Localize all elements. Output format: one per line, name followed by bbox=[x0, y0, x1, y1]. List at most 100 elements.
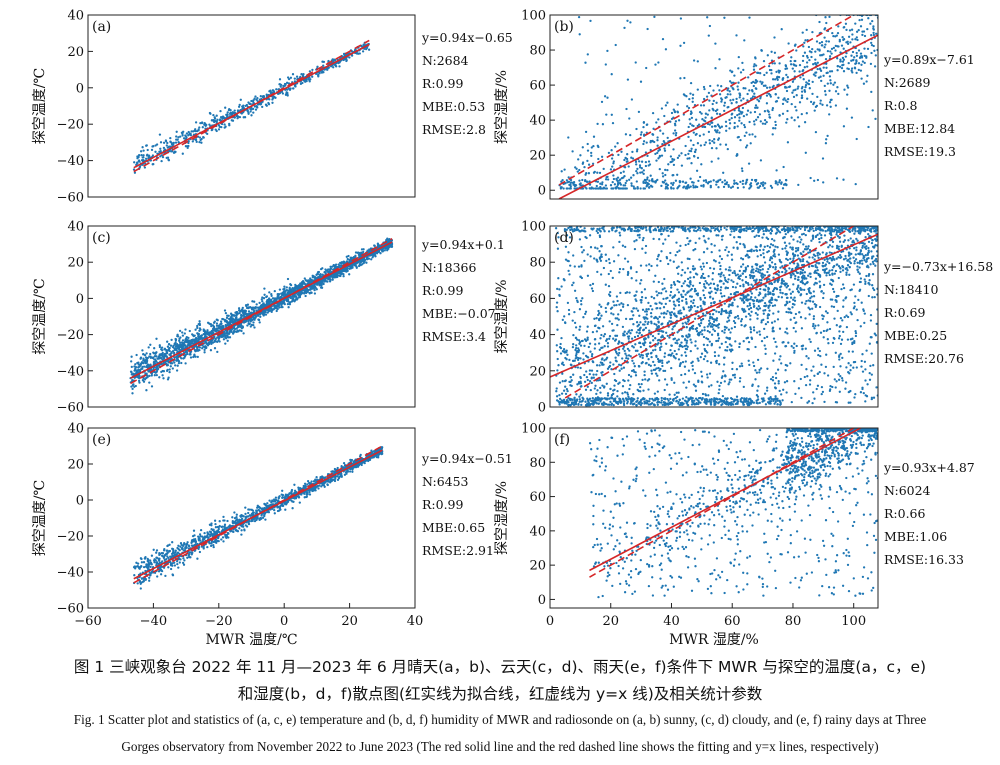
scatter-point bbox=[320, 283, 323, 286]
scatter-point bbox=[287, 306, 290, 309]
scatter-point bbox=[638, 166, 642, 169]
scatter-point bbox=[695, 118, 698, 121]
scatter-point bbox=[798, 63, 802, 67]
scatter-point bbox=[134, 368, 137, 371]
scatter-point bbox=[565, 187, 568, 190]
scatter-point bbox=[609, 290, 612, 294]
scatter-point bbox=[706, 376, 709, 379]
scatter-point bbox=[687, 152, 690, 156]
scatter-point bbox=[791, 91, 794, 94]
scatter-point bbox=[855, 137, 858, 141]
scatter-point bbox=[642, 187, 645, 190]
scatter-point bbox=[636, 187, 639, 190]
scatter-point bbox=[679, 44, 682, 47]
scatter-point bbox=[804, 85, 807, 89]
scatter-point bbox=[281, 299, 285, 303]
stat-line: RMSE:2.8 bbox=[422, 122, 486, 137]
scatter-point bbox=[589, 19, 592, 23]
scatter-point bbox=[203, 122, 207, 125]
scatter-point bbox=[742, 87, 745, 90]
scatter-point bbox=[855, 62, 858, 65]
scatter-point bbox=[641, 238, 645, 242]
scatter-point bbox=[256, 314, 260, 317]
scatter-point bbox=[278, 83, 281, 86]
scatter-point bbox=[136, 162, 139, 165]
scatter-point bbox=[568, 183, 571, 187]
scatter-point bbox=[590, 154, 593, 157]
scatter-point bbox=[770, 229, 774, 233]
scatter-point bbox=[254, 108, 258, 111]
scatter-point bbox=[171, 349, 175, 353]
scatter-point bbox=[702, 97, 706, 101]
scatter-point bbox=[702, 85, 706, 89]
scatter-point bbox=[653, 392, 657, 395]
scatter-point bbox=[560, 170, 563, 173]
scatter-point bbox=[855, 59, 858, 62]
scatter-point bbox=[620, 176, 624, 180]
scatter-point bbox=[135, 375, 139, 378]
scatter-point bbox=[385, 246, 388, 249]
scatter-point bbox=[866, 27, 869, 31]
scatter-point bbox=[739, 180, 742, 184]
scatter-point bbox=[777, 76, 781, 79]
scatter-point bbox=[338, 274, 341, 277]
scatter-point bbox=[349, 267, 352, 270]
scatter-point bbox=[656, 144, 659, 147]
scatter-point bbox=[727, 383, 730, 386]
scatter-point bbox=[831, 31, 834, 35]
scatter-point bbox=[792, 95, 796, 99]
scatter-point bbox=[186, 338, 189, 342]
scatter-point bbox=[736, 113, 739, 117]
scatter-point bbox=[270, 91, 274, 94]
scatter-point bbox=[843, 88, 846, 91]
axes-frame bbox=[549, 14, 879, 200]
scatter-point bbox=[837, 373, 840, 376]
scatter-point bbox=[691, 181, 694, 184]
scatter-point bbox=[606, 49, 609, 53]
scatter-point bbox=[134, 365, 138, 369]
scatter-point bbox=[297, 292, 300, 295]
scatter-point bbox=[762, 296, 765, 299]
scatter-point bbox=[729, 186, 733, 189]
scatter-point bbox=[572, 333, 575, 337]
panel-c: −60−40−2002040(c)探空温度/℃y=0.94x+0.1N:1836… bbox=[32, 220, 505, 416]
scatter-point bbox=[311, 75, 314, 78]
scatter-point bbox=[798, 70, 801, 73]
scatter-point bbox=[181, 339, 185, 342]
scatter-point bbox=[227, 324, 230, 327]
scatter-point bbox=[794, 392, 797, 396]
scatter-point bbox=[768, 113, 771, 116]
scatter-point bbox=[807, 306, 810, 309]
scatter-point bbox=[198, 140, 201, 144]
scatter-point bbox=[288, 88, 292, 91]
scatter-point bbox=[288, 303, 292, 306]
y-tick-label: −60 bbox=[57, 401, 84, 416]
scatter-point bbox=[645, 66, 648, 70]
scatter-point bbox=[338, 271, 341, 274]
scatter-point bbox=[612, 174, 615, 177]
scatter-point bbox=[723, 101, 727, 104]
scatter-point bbox=[764, 182, 767, 185]
scatter-point bbox=[714, 129, 717, 132]
scatter-point bbox=[215, 324, 219, 327]
scatter-point bbox=[159, 353, 162, 357]
y-axis-label: 探空温度/℃ bbox=[32, 68, 48, 144]
scatter-point bbox=[781, 292, 784, 295]
scatter-point bbox=[648, 186, 651, 189]
scatter-point bbox=[614, 145, 617, 148]
scatter-point bbox=[654, 152, 657, 156]
scatter-point bbox=[605, 175, 608, 179]
scatter-point bbox=[778, 114, 781, 117]
scatter-point bbox=[624, 245, 627, 249]
scatter-point bbox=[660, 184, 663, 188]
scatter-point bbox=[622, 345, 626, 348]
scatter-point bbox=[695, 169, 699, 172]
scatter-point bbox=[145, 144, 148, 147]
scatter-point bbox=[664, 173, 667, 177]
scatter-point bbox=[143, 166, 147, 169]
scatter-point bbox=[872, 33, 876, 37]
scatter-point bbox=[167, 349, 170, 352]
scatter-point bbox=[596, 171, 599, 174]
scatter-point bbox=[154, 358, 157, 361]
scatter-point bbox=[215, 114, 218, 117]
